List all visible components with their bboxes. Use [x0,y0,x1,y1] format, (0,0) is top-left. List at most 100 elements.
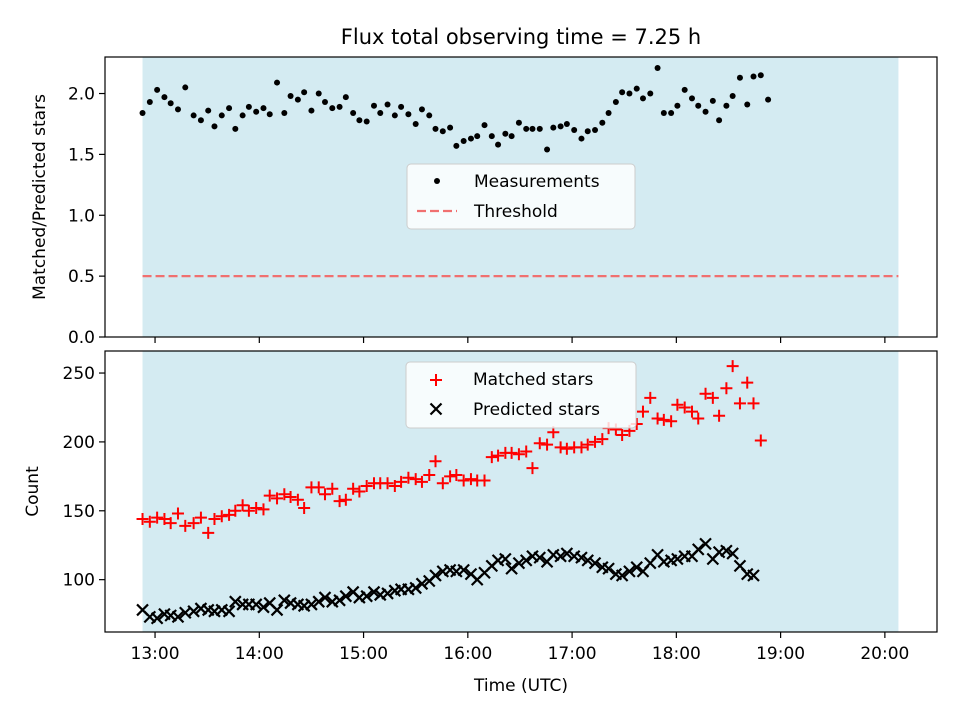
x-tick-label: 19:00 [756,644,805,664]
matched-point [395,475,408,488]
measurement-point [523,125,530,132]
measurement-point [211,123,218,130]
legend-box [406,163,636,230]
measurement-point [398,103,405,110]
measurement-point [592,127,599,134]
predicted-point [630,560,644,574]
matched-point [685,405,698,418]
measurement-point [502,130,509,137]
y-axis-label: Count [23,466,43,517]
measurement-point [508,133,515,140]
matched-point [596,433,609,446]
matched-point [665,415,678,428]
legend-matched-marker [430,374,442,386]
x-tick-label: 20:00 [860,644,909,664]
predicted-point [519,554,533,567]
measurement-point [744,101,751,108]
matched-point [554,441,567,454]
measurement-point [668,110,675,116]
measurement-point [736,74,743,81]
measurement-point [363,118,370,125]
predicted-point [560,547,574,560]
matched-point [291,493,304,506]
matched-point [699,387,712,400]
y-tick-label: 250 [63,364,95,384]
measurement-point [412,120,419,127]
matched-point [151,511,164,524]
matched-point [326,482,339,495]
matched-point [194,511,207,524]
measurement-point [308,107,315,114]
measurement-point [702,108,709,115]
x-tick-label: 14:00 [235,644,284,664]
measurement-point [146,99,153,106]
predicted-point [699,537,712,551]
matched-point [713,409,726,422]
matched-point [726,360,739,373]
matched-point [575,441,588,454]
matched-point [450,468,463,481]
matched-point [429,455,442,468]
measurement-point [716,117,723,124]
predicted-point [720,544,733,558]
predicted-point [554,549,567,563]
legend-predicted-label: Predicted stars [473,400,600,420]
matched-point [671,398,684,411]
matched-point [533,437,546,450]
predicted-point [499,552,512,566]
matched-point [136,513,149,526]
measurement-point [765,96,772,103]
predicted-point [339,589,353,603]
legend-matched-label: Matched stars [473,370,593,390]
matched-point [616,429,629,442]
matched-point [560,442,573,455]
measurement-point [757,72,764,79]
measurement-point [315,90,322,97]
axes-frame [104,350,938,633]
y-tick-label: 0.0 [68,328,95,348]
measurement-point [405,111,412,118]
measurement-point [529,125,536,132]
matched-point [381,477,394,490]
measurement-point [260,105,267,112]
measurement-point [377,110,384,116]
measurement-point [356,117,363,124]
matched-point [423,468,436,481]
matched-point [143,515,156,528]
predicted-point [602,562,615,575]
predicted-point [187,605,200,618]
matched-point [263,489,276,502]
legend-measurements-marker [434,178,440,184]
matched-point [215,510,228,523]
matched-point [353,485,366,498]
matched-point [741,376,754,389]
matched-point [409,473,422,486]
measurement-point [161,94,168,101]
legend: Measurements Threshold [406,163,636,230]
measurement-point [287,92,294,99]
legend: Matched stars Predicted stars [405,361,637,429]
predicted-point [318,591,332,604]
measurement-point [619,89,626,96]
predicted-point [360,589,373,603]
measurement-point [584,128,591,135]
predicted-point [615,569,629,582]
measurement-point [321,99,328,106]
measurement-point [294,96,301,103]
matched-point [464,473,477,486]
measurement-point [253,108,260,115]
measurement-point [245,103,252,110]
predicted-point [278,594,291,607]
measurement-point [536,125,543,132]
matched-point [333,495,346,508]
matched-point [706,391,719,404]
y-tick-label: 0.5 [68,267,95,287]
measurement-point [426,112,433,119]
matched-point [298,502,311,515]
x-tick-label: 15:00 [339,644,388,664]
measurement-point [301,89,308,96]
predicted-point [150,611,164,625]
measurement-point [226,105,233,112]
legend-predicted-marker [429,402,443,416]
